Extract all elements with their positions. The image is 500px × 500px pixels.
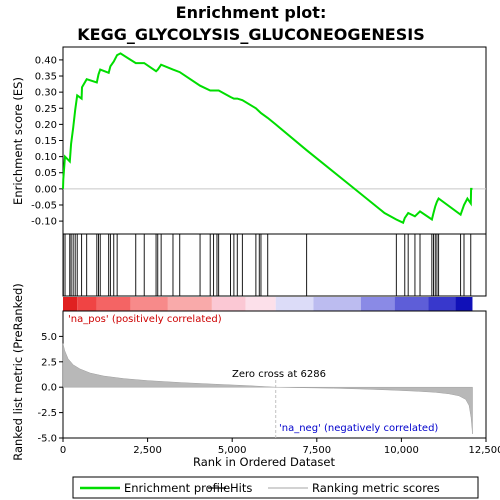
colorbar-segment: [275, 297, 314, 311]
colorbar-segment: [394, 297, 429, 311]
es-tick-label: 0.25: [35, 104, 57, 115]
colorbar-segment: [77, 297, 97, 311]
ranking-metric-area: [62, 343, 473, 434]
es-tick-label: 0.30: [35, 88, 57, 99]
es-panel: -0.10 -0.05 0.00 0.05 0.10 0.15 0.20 0.25 0.30 0.…: [31, 46, 487, 235]
x-axis-label: Rank in Ordered Dataset: [193, 455, 336, 469]
colorbar-segment: [360, 297, 395, 311]
es-tick-label: 0.40: [35, 55, 57, 66]
colorbar-segment: [130, 297, 168, 311]
metric-panel: -5.0 -2.5 0.0 2.5 5.0 'na_pos' (positively c…: [37, 310, 487, 445]
es-tick-label: -0.10: [31, 217, 57, 228]
colorbar-segment: [428, 297, 456, 311]
legend: Enrichment profile Hits Ranking metric sco…: [72, 476, 479, 499]
es-tick-label: 0.35: [35, 72, 57, 83]
es-tick-label: -0.05: [31, 200, 57, 211]
x-tick-label: 5,000: [218, 445, 247, 456]
x-tick-label: 12,500: [469, 445, 500, 456]
legend-label: Hits: [230, 481, 252, 495]
legend-label: Ranking metric scores: [312, 481, 440, 495]
es-tick-label: 0.05: [35, 168, 57, 179]
es-y-axis-label: Enrichment score (ES): [11, 77, 25, 205]
x-tick-label: 10,000: [384, 445, 419, 456]
hits-panel: [62, 233, 487, 297]
metric-tick-label: 2.5: [41, 357, 57, 368]
hits-panel-frame: [62, 233, 487, 297]
zero-cross-label: Zero cross at 6286: [232, 369, 326, 380]
x-tick-label: 7,500: [302, 445, 331, 456]
x-tick-label: 2,500: [133, 445, 162, 456]
metric-y-axis-label: Ranked list metric (PreRanked): [11, 283, 25, 461]
colorbar-segment: [313, 297, 361, 311]
metric-tick-label: -5.0: [37, 434, 57, 445]
colorbar-segment: [211, 297, 246, 311]
colorbar-segment: [63, 297, 78, 311]
colorbar-segment: [96, 297, 131, 311]
colorbar-panel: [63, 297, 473, 311]
enrichment-profile-line: [62, 52, 473, 225]
es-panel-frame: [62, 46, 487, 235]
metric-panel-frame: [62, 310, 487, 439]
metric-tick-label: 5.0: [41, 332, 57, 343]
colorbar-segment: [455, 297, 473, 311]
es-tick-label: 0.10: [35, 152, 57, 163]
chart-title-line1: Enrichment plot:: [176, 3, 327, 22]
colorbar-segment: [245, 297, 276, 311]
metric-tick-label: 0.0: [41, 383, 57, 394]
metric-tick-label: -2.5: [37, 408, 57, 419]
neg-correlated-label: 'na_neg' (negatively correlated): [279, 423, 438, 434]
colorbar-segment: [167, 297, 212, 311]
x-axis: 0 2,500 5,000 7,500 10,000 12,500: [60, 438, 500, 456]
legend-label: Enrichment profile: [124, 481, 230, 495]
chart-title-line2: KEGG_GLYCOLYSIS_GLUCONEOGENESIS: [77, 25, 424, 44]
x-tick-label: 0: [60, 445, 66, 456]
es-tick-label: 0.15: [35, 136, 57, 147]
es-tick-label: 0.00: [35, 184, 57, 195]
es-tick-label: 0.20: [35, 120, 57, 131]
pos-correlated-label: 'na_pos' (positively correlated): [68, 314, 222, 325]
